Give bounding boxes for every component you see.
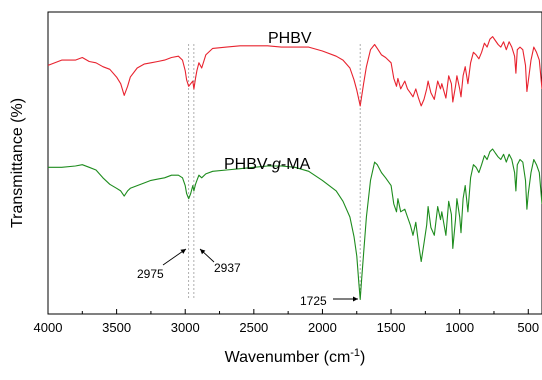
series-line-0 [47, 36, 542, 107]
series-label-phbv-g-ma: PHBV-g-MA [224, 156, 311, 173]
annotation-arrowhead-2937 [200, 249, 206, 255]
series-line-1 [48, 148, 542, 300]
reference-lines [188, 44, 361, 300]
annotation-arrowhead-2975 [180, 249, 186, 254]
x-axis-ticks: 4000 3500 3000 2500 2000 1500 1000 500 [34, 309, 539, 335]
x-tick-label-4000: 4000 [34, 320, 63, 335]
series-label-phbv: PHBV [268, 30, 312, 47]
plot-frame [47, 11, 542, 315]
x-tick-label-2500: 2500 [239, 320, 268, 335]
x-tick-label-1500: 1500 [377, 320, 406, 335]
x-tick-label-3000: 3000 [171, 320, 200, 335]
annotation-label-1725: 1725 [300, 294, 327, 308]
y-axis-label: Transmittance (%) [9, 98, 26, 228]
x-tick-label-2000: 2000 [308, 320, 337, 335]
x-tick-label-3500: 3500 [102, 320, 131, 335]
annotations: 2975 2937 1725 [137, 248, 358, 308]
annotation-label-2937: 2937 [214, 261, 241, 275]
series-layer [47, 36, 542, 300]
annotation-arrowhead-1725 [353, 296, 358, 302]
annotation-label-2975: 2975 [137, 267, 164, 281]
x-tick-label-500: 500 [517, 320, 539, 335]
x-axis-label: Wavenumber (cm-1) [225, 347, 366, 366]
x-tick-label-1000: 1000 [445, 320, 474, 335]
